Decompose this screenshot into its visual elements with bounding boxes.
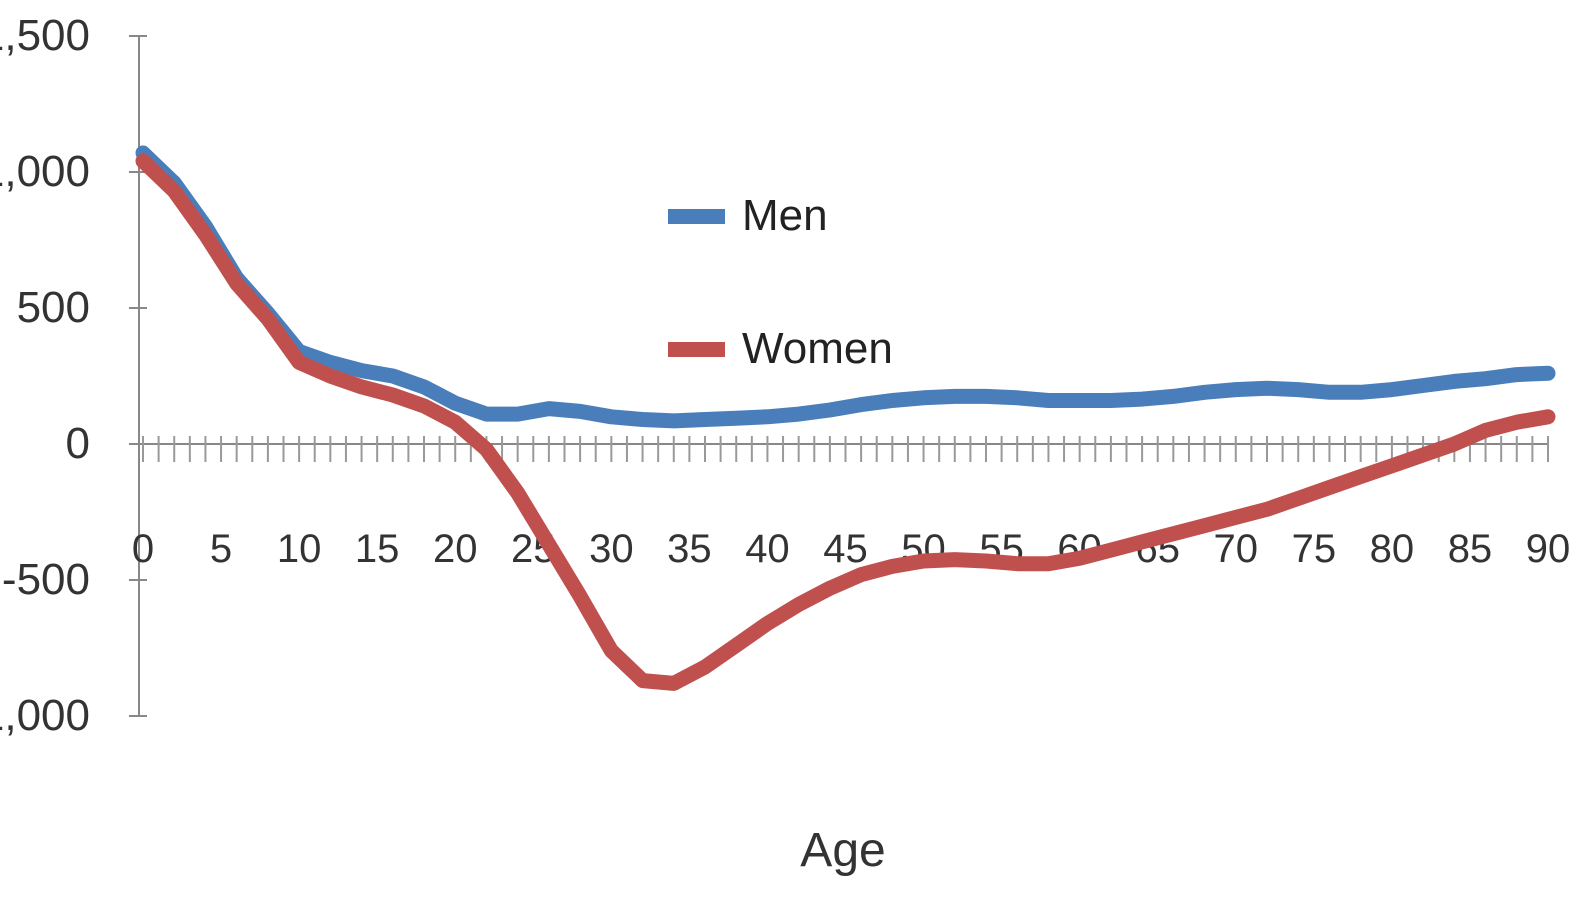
y-tick-label: -500 xyxy=(2,555,90,604)
series-lines xyxy=(135,145,1556,691)
y-tick-label: 0 xyxy=(66,419,90,468)
x-tick-label: 20 xyxy=(433,527,478,571)
x-tick-label: 35 xyxy=(667,527,712,571)
x-tick-label: 30 xyxy=(589,527,634,571)
x-axis: 0 5 10 15 20 25 30 35 40 45 50 55 60 65 70 75 80 85 90 xyxy=(132,436,1570,571)
y-tick-label: 1,000 xyxy=(0,147,90,196)
x-tick-label: 10 xyxy=(277,527,322,571)
x-tick-label: 45 xyxy=(823,527,868,571)
x-tick-label: 80 xyxy=(1370,527,1415,571)
legend: Men Women xyxy=(668,191,893,373)
x-axis-title: Age xyxy=(800,824,885,877)
legend-label-women: Women xyxy=(742,324,893,373)
y-tick-label: 1,500 xyxy=(0,11,90,60)
x-tick-label: 75 xyxy=(1292,527,1337,571)
legend-swatch-men xyxy=(668,209,725,224)
series-line-women xyxy=(135,153,1556,691)
legend-label-men: Men xyxy=(742,191,828,240)
legend-swatch-women xyxy=(668,342,725,357)
y-tick-label: 500 xyxy=(17,283,90,332)
x-tick-label: 70 xyxy=(1214,527,1259,571)
series-line-men xyxy=(135,145,1556,429)
x-tick-label: 5 xyxy=(210,527,232,571)
x-tick-label: 90 xyxy=(1526,527,1571,571)
x-tick-label: 0 xyxy=(132,527,154,571)
x-tick-label: 40 xyxy=(745,527,790,571)
y-axis: 1,500 1,000 500 0 -500 -1,000 xyxy=(0,11,147,740)
y-tick-label: -1,000 xyxy=(0,691,90,740)
x-tick-label: 15 xyxy=(355,527,400,571)
x-tick-label: 85 xyxy=(1448,527,1493,571)
